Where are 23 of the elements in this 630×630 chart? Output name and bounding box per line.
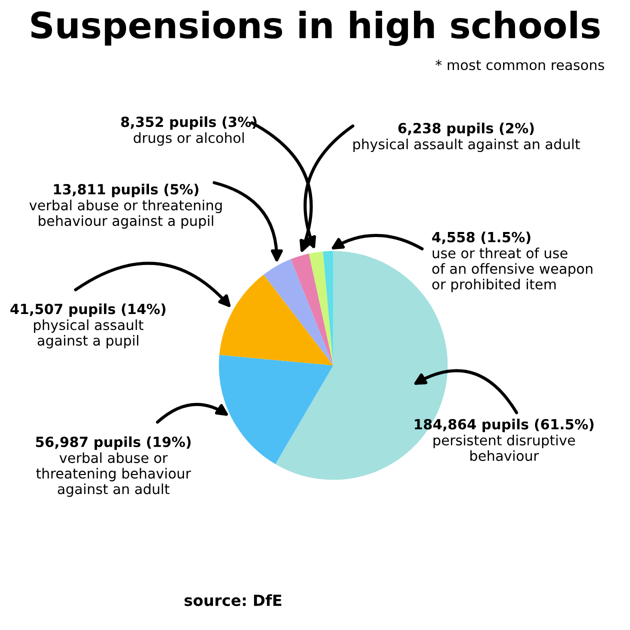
slice-label: physical assault against a pupil bbox=[34, 319, 144, 348]
data-label: 4,558 (1.5%) bbox=[432, 232, 530, 244]
slice-label: physical assault against an adult bbox=[353, 138, 580, 152]
pie-slice bbox=[308, 251, 334, 366]
data-label: 8,352 pupils (3%) bbox=[121, 116, 257, 130]
pie-slice bbox=[218, 354, 334, 464]
data-label: 56,987 pupils (19%) bbox=[36, 436, 191, 450]
slice-label: drugs or alcohol bbox=[134, 132, 244, 146]
data-label: 13,811 pupils (5%) bbox=[54, 184, 198, 198]
data-label: 184,864 pupils (61.5%) bbox=[414, 418, 594, 432]
pie-slice bbox=[219, 274, 334, 366]
pie-slice bbox=[290, 254, 334, 366]
chart-subtitle: * most common reasons bbox=[436, 60, 604, 70]
chart-title: Suspensions in high schools bbox=[31, 10, 600, 46]
slice-label: use or threat of use of an offensive weapon or prohibited item bbox=[432, 248, 592, 292]
slice-label: verbal abuse or threatening behaviour against a pupil bbox=[29, 200, 222, 229]
source-note: source: DfE bbox=[184, 594, 282, 606]
slice-label: persistent disruptive behaviour bbox=[434, 434, 575, 462]
pie-slice bbox=[322, 250, 334, 366]
data-label: 6,238 pupils (2%) bbox=[398, 122, 534, 136]
slice-label: verbal abuse or threatening behaviour against an adult bbox=[36, 452, 191, 497]
data-label: 41,507 pupils (14%) bbox=[10, 303, 166, 317]
pie-slice bbox=[264, 259, 334, 366]
